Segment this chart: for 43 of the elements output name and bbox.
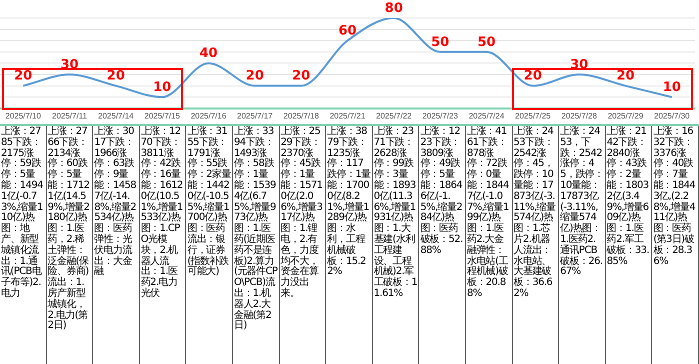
text: 上涨：2142下跌：2840涨停：43跌停：2量能：18032亿(3.49%,增量609亿)热图：1.医药2.军工破板：33.85% bbox=[606, 126, 650, 267]
text: 上涨：4161下跌：878涨停：72跌停：0量能：18447亿(-1.07%,缩量199亿)热图：1.医药2.大金融弹性：水电站(工程机械)破板：20.88% bbox=[466, 126, 509, 299]
text: 上涨：3017下跌：1966涨停：63跌停：9量能：14587亿(-14.8%,缩量2534亿)热图：医药弹性：光伏电力流出：大金融 bbox=[94, 126, 136, 278]
data-label: 10 bbox=[662, 80, 681, 95]
text: 上涨：3879下跌：1235涨停：117跌停：1量能：17000亿(8.21%,增量1289亿)热图：水利，工程机械破板：15.22% bbox=[327, 126, 371, 278]
x-tick-label: 2025/7/25 bbox=[515, 111, 552, 120]
x-tick-label: 2025/7/11 bbox=[52, 111, 88, 120]
data-label: 10 bbox=[153, 80, 172, 95]
text: 上涨：2371下跌：2628涨停：99跌停：3量能：18930亿(11.36%,增量1931亿)热图：1.大基建(水利工程建设、工程机械)2.军工破板：11.61% bbox=[374, 126, 418, 299]
data-label: 40 bbox=[199, 46, 218, 62]
data-label: 50 bbox=[477, 34, 496, 50]
x-tick-label: 2025/7/23 bbox=[422, 111, 459, 120]
x-tick-label: 2025/7/17 bbox=[237, 111, 274, 120]
data-label: 50 bbox=[431, 34, 450, 50]
text: 上涨：2785下跌：2175涨停：59跌停：5量能：14941亿(-0.73%,缩量110亿)热图：地产、新型城镇化流出：1.通讯(PCB电子布等)2.电力 bbox=[1, 126, 43, 299]
x-tick-label: 2025/7/24 bbox=[468, 111, 505, 120]
x-tick-label: 2025/7/22 bbox=[376, 111, 412, 120]
text: 上涨：1270下跌：3811涨停：42跌停：16量能：16120亿(10.51%,增量1533亿)热图：1.CPO光模块，2.机器人流出：1.医药2.电力光伏 bbox=[140, 126, 183, 299]
data-label: 20 bbox=[106, 68, 125, 84]
data-label: 20 bbox=[246, 68, 264, 84]
data-label: 20 bbox=[616, 68, 635, 84]
x-tick-label: 2025/7/29 bbox=[608, 111, 644, 120]
text: 上涨：1632下跌：3376涨停：40跌停：7量能：18443亿,(2.28%,增量411亿)热图：医药(第3日)破板：28.36% bbox=[653, 126, 696, 267]
text: 上涨：2529下跌：2370涨停：45跌停：1量能：15710亿(2.06%,增量317亿)热图：1.锂电，2.有色，力度均不大，资金在算力没出来。 bbox=[280, 126, 322, 299]
text: 上涨：3394下跌：1493涨停：58跌停：1量能：15394亿(6.75%,增量973亿)热图：1.医药(近期医药不是连板)2.算力(元器件CPO\PCB)流出：1.机器人2.大金融(第2日) bbox=[234, 126, 278, 332]
x-tick-label: 2025/7/28 bbox=[561, 111, 598, 120]
x-tick-label: 2025/7/18 bbox=[283, 111, 320, 120]
text: 上涨：3155下跌：1791涨停：55跌停：2家量能：14420亿(-10.55%,缩量1700亿)热图：医药流出：银行，证券(指数补跌可能大) bbox=[187, 126, 231, 278]
x-tick-label: 2025/7/10 bbox=[5, 111, 42, 120]
data-label: 60 bbox=[338, 23, 357, 38]
text: 上涨：1223下跌：3809涨停：49跌停：5量能：18646亿(-1.5%,缩量284亿)热图：医药破板：52.88% bbox=[420, 126, 463, 256]
data-label: 20 bbox=[292, 68, 310, 84]
text: 上涨：2766下跌：2134涨停：60跌停：5量能：17121亿(14.59%,增量2180亿)热图：1.医药，2.稀土弹性：泛金融(保险、券商)流出：1.房产新型城镇化，2.电力(第2日) bbox=[48, 126, 90, 332]
x-tick-label: 2025/7/16 bbox=[190, 111, 227, 120]
x-tick-label: 2025/7/15 bbox=[144, 111, 181, 120]
x-tick-label: 2025/7/30 bbox=[654, 111, 690, 120]
x-tick-label: 2025/7/14 bbox=[98, 111, 134, 120]
text: 上涨：2453下跌：2542涨停：45，跌停：10量能：17873亿(-3.11%,缩量574亿)热图：1.芯片2.机器人流出：水电站、大基建破板：36.62% bbox=[514, 126, 556, 299]
data-label: 20 bbox=[524, 68, 542, 84]
data-label: 80 bbox=[384, 0, 403, 16]
data-label: 20 bbox=[14, 68, 32, 84]
x-tick-label: 2025/7/21 bbox=[330, 111, 366, 120]
text: 上涨：2453，下跌：2542涨停：45，跌停：10量能：17873亿(-3.11%,缩量574亿)热图：1.医药2.通讯PCB破板：26.67% bbox=[560, 126, 604, 278]
